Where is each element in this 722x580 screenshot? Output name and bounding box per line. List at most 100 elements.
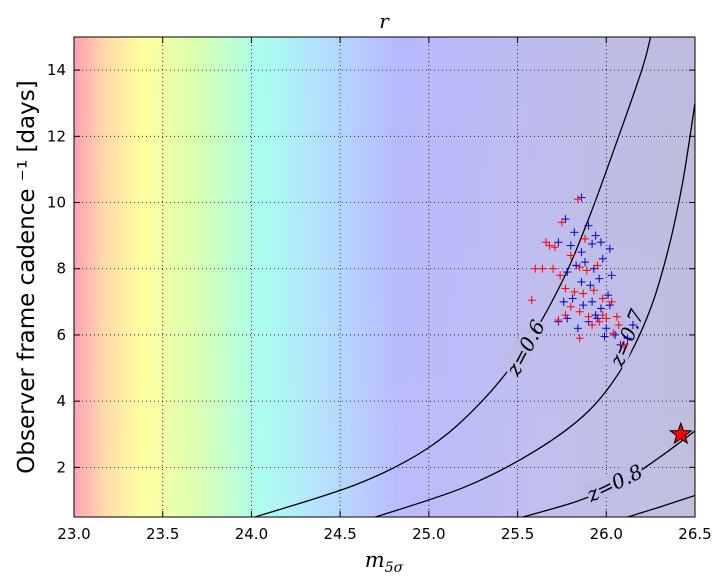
y-tick-label: 10 <box>47 194 66 212</box>
plot-frame <box>73 36 696 518</box>
data-point <box>566 251 575 260</box>
star-marker <box>668 421 693 445</box>
x-tick-label: 23.0 <box>57 525 90 543</box>
data-point <box>596 304 605 313</box>
data-point <box>580 234 589 243</box>
data-point <box>554 238 563 247</box>
chart-title: r <box>379 9 390 33</box>
data-point <box>593 314 602 323</box>
data-point <box>604 291 613 300</box>
x-tick-label: 23.5 <box>146 525 179 543</box>
grid <box>74 37 695 517</box>
data-point <box>561 311 570 320</box>
data-point <box>566 241 575 250</box>
data-point <box>614 321 623 329</box>
plot-area: z=0.6 z=0.7z=0.8 23.0 23.5 24.0 24.5 25.0 25.5… <box>47 36 712 543</box>
y-tick-label: 14 <box>47 61 66 79</box>
data-point <box>579 301 588 310</box>
data-point <box>589 286 598 295</box>
x-tick-label: 26.0 <box>590 525 623 543</box>
data-point <box>563 314 572 323</box>
data-points <box>527 193 693 445</box>
x-axis-label-sub: 5σ <box>385 560 404 576</box>
y-tick-label: 8 <box>56 260 66 278</box>
data-point <box>588 297 597 306</box>
x-tick-label: 24.5 <box>323 525 356 543</box>
data-point <box>623 334 632 343</box>
data-point <box>580 258 589 267</box>
data-point <box>559 297 568 306</box>
data-point <box>575 307 584 316</box>
data-point <box>595 317 604 326</box>
data-point <box>570 228 579 237</box>
data-point <box>570 287 579 296</box>
data-point <box>575 334 584 343</box>
x-tick-label: 25.5 <box>501 525 534 543</box>
data-point <box>577 193 586 202</box>
data-point <box>561 215 570 224</box>
data-point <box>598 294 607 303</box>
data-point <box>541 238 550 247</box>
data-point <box>598 311 607 320</box>
data-point <box>527 296 536 305</box>
data-point <box>595 274 604 283</box>
data-point <box>607 271 616 280</box>
data-point <box>588 321 597 329</box>
x-tick-label: 24.0 <box>235 525 268 543</box>
data-point <box>600 332 609 341</box>
data-point <box>584 312 593 321</box>
data-point <box>588 239 597 248</box>
data-point <box>554 316 563 325</box>
data-point <box>596 238 605 247</box>
data-point <box>620 340 629 349</box>
contour-label-bg <box>582 459 646 505</box>
data-point <box>561 284 570 293</box>
y-axis-label: Observer frame cadence ⁻¹ [days] <box>14 80 40 473</box>
data-point <box>591 311 600 320</box>
data-point <box>556 271 565 280</box>
data-point <box>557 218 566 227</box>
data-point <box>605 244 614 253</box>
data-point <box>628 321 637 329</box>
data-point <box>549 264 558 273</box>
data-point <box>563 268 572 277</box>
data-point <box>531 264 540 273</box>
data-point <box>589 264 598 273</box>
x-axis-label: m5σ <box>365 548 404 576</box>
y-tick-label: 12 <box>47 127 66 145</box>
data-point <box>577 277 586 286</box>
data-point <box>591 231 600 240</box>
data-point <box>602 314 611 323</box>
data-point <box>586 281 595 290</box>
data-point <box>605 301 614 310</box>
data-point <box>568 294 577 303</box>
data-point <box>545 241 554 250</box>
data-point <box>550 243 559 252</box>
data-point <box>609 329 618 338</box>
contour-label-bg <box>501 316 548 379</box>
plot-background-fade <box>74 37 695 517</box>
contour-line <box>627 494 695 517</box>
y-tick-label: 4 <box>56 392 66 410</box>
x-axis-label-main: m <box>365 548 385 572</box>
data-point <box>573 195 582 204</box>
data-point <box>538 264 547 273</box>
ticks: 23.0 23.5 24.0 24.5 25.0 25.5 26.0 26.5 2 4 6 8 10 12… <box>47 37 712 543</box>
x-tick-label: 26.5 <box>678 525 711 543</box>
data-point <box>572 261 581 270</box>
data-point <box>598 254 607 263</box>
data-point <box>566 302 575 311</box>
data-point <box>593 261 602 270</box>
y-tick-label: 2 <box>56 458 66 476</box>
data-point <box>577 248 586 257</box>
data-point <box>602 324 611 333</box>
data-point <box>575 263 584 272</box>
contour-label-bg <box>605 305 647 370</box>
data-point <box>584 221 593 230</box>
data-point <box>607 297 616 306</box>
data-point <box>579 289 588 298</box>
data-point <box>582 266 591 275</box>
x-tick-label: 25.0 <box>412 525 445 543</box>
data-point <box>612 312 621 321</box>
